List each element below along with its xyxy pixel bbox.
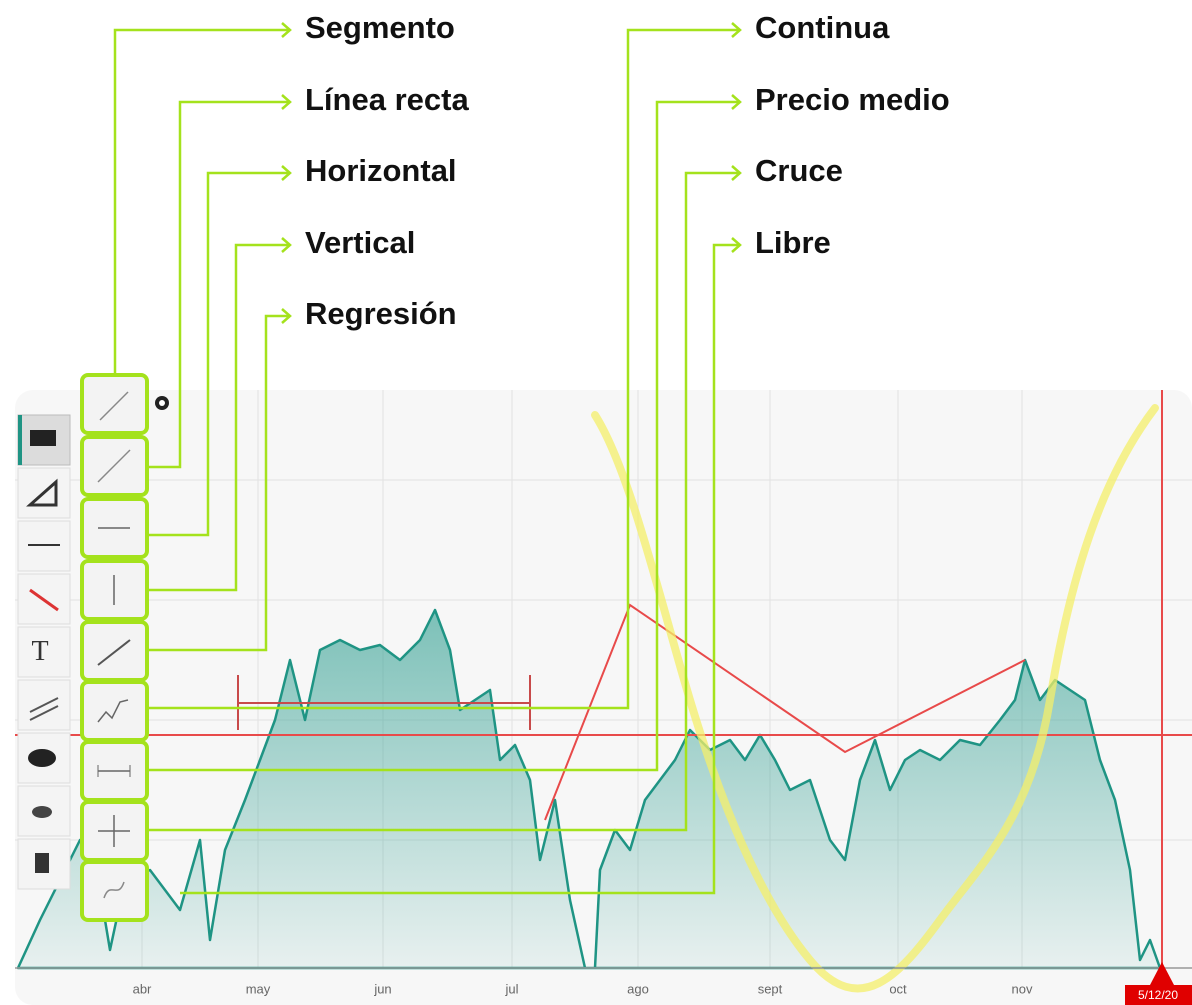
callout-label: Vertical [305,225,415,260]
x-tick-label: may [246,981,271,996]
tool-button[interactable] [80,860,149,922]
callout-label: Libre [755,225,831,260]
cursor-marker [1150,962,1174,985]
continuous-line [544,603,1026,821]
x-tick-label: sept [758,981,783,996]
tool[interactable] [17,573,71,625]
x-tick-label: abr [133,981,152,996]
x-tick-label: ago [627,981,649,996]
x-tick-label: jun [373,981,391,996]
mean-price [237,675,531,730]
price-area [16,608,1162,970]
cursor-tag [1125,985,1192,1005]
tool-popup [80,373,149,922]
x-tick-label: jul [504,981,518,996]
tool-button[interactable] [80,680,149,742]
callout-label: Cruce [755,153,843,188]
tool-button[interactable] [80,373,149,435]
callout-label: Precio medio [755,82,950,117]
svg-text:T: T [31,636,48,667]
callout-label: Línea recta [305,82,469,117]
callout-label: Horizontal [305,153,457,188]
callout-label: Regresión [305,296,457,331]
tool[interactable] [17,467,71,519]
callout-lines [113,22,742,895]
toolbar: T [17,414,71,890]
callout-label: Segmento [305,10,455,45]
callout-label: Continua [755,10,890,45]
freehand [591,404,1159,993]
x-tick-label: oct [889,981,907,996]
tool[interactable] [17,626,71,678]
cursor-date: 5/12/20 [1138,988,1178,1002]
x-tick-label: nov [1012,981,1033,996]
